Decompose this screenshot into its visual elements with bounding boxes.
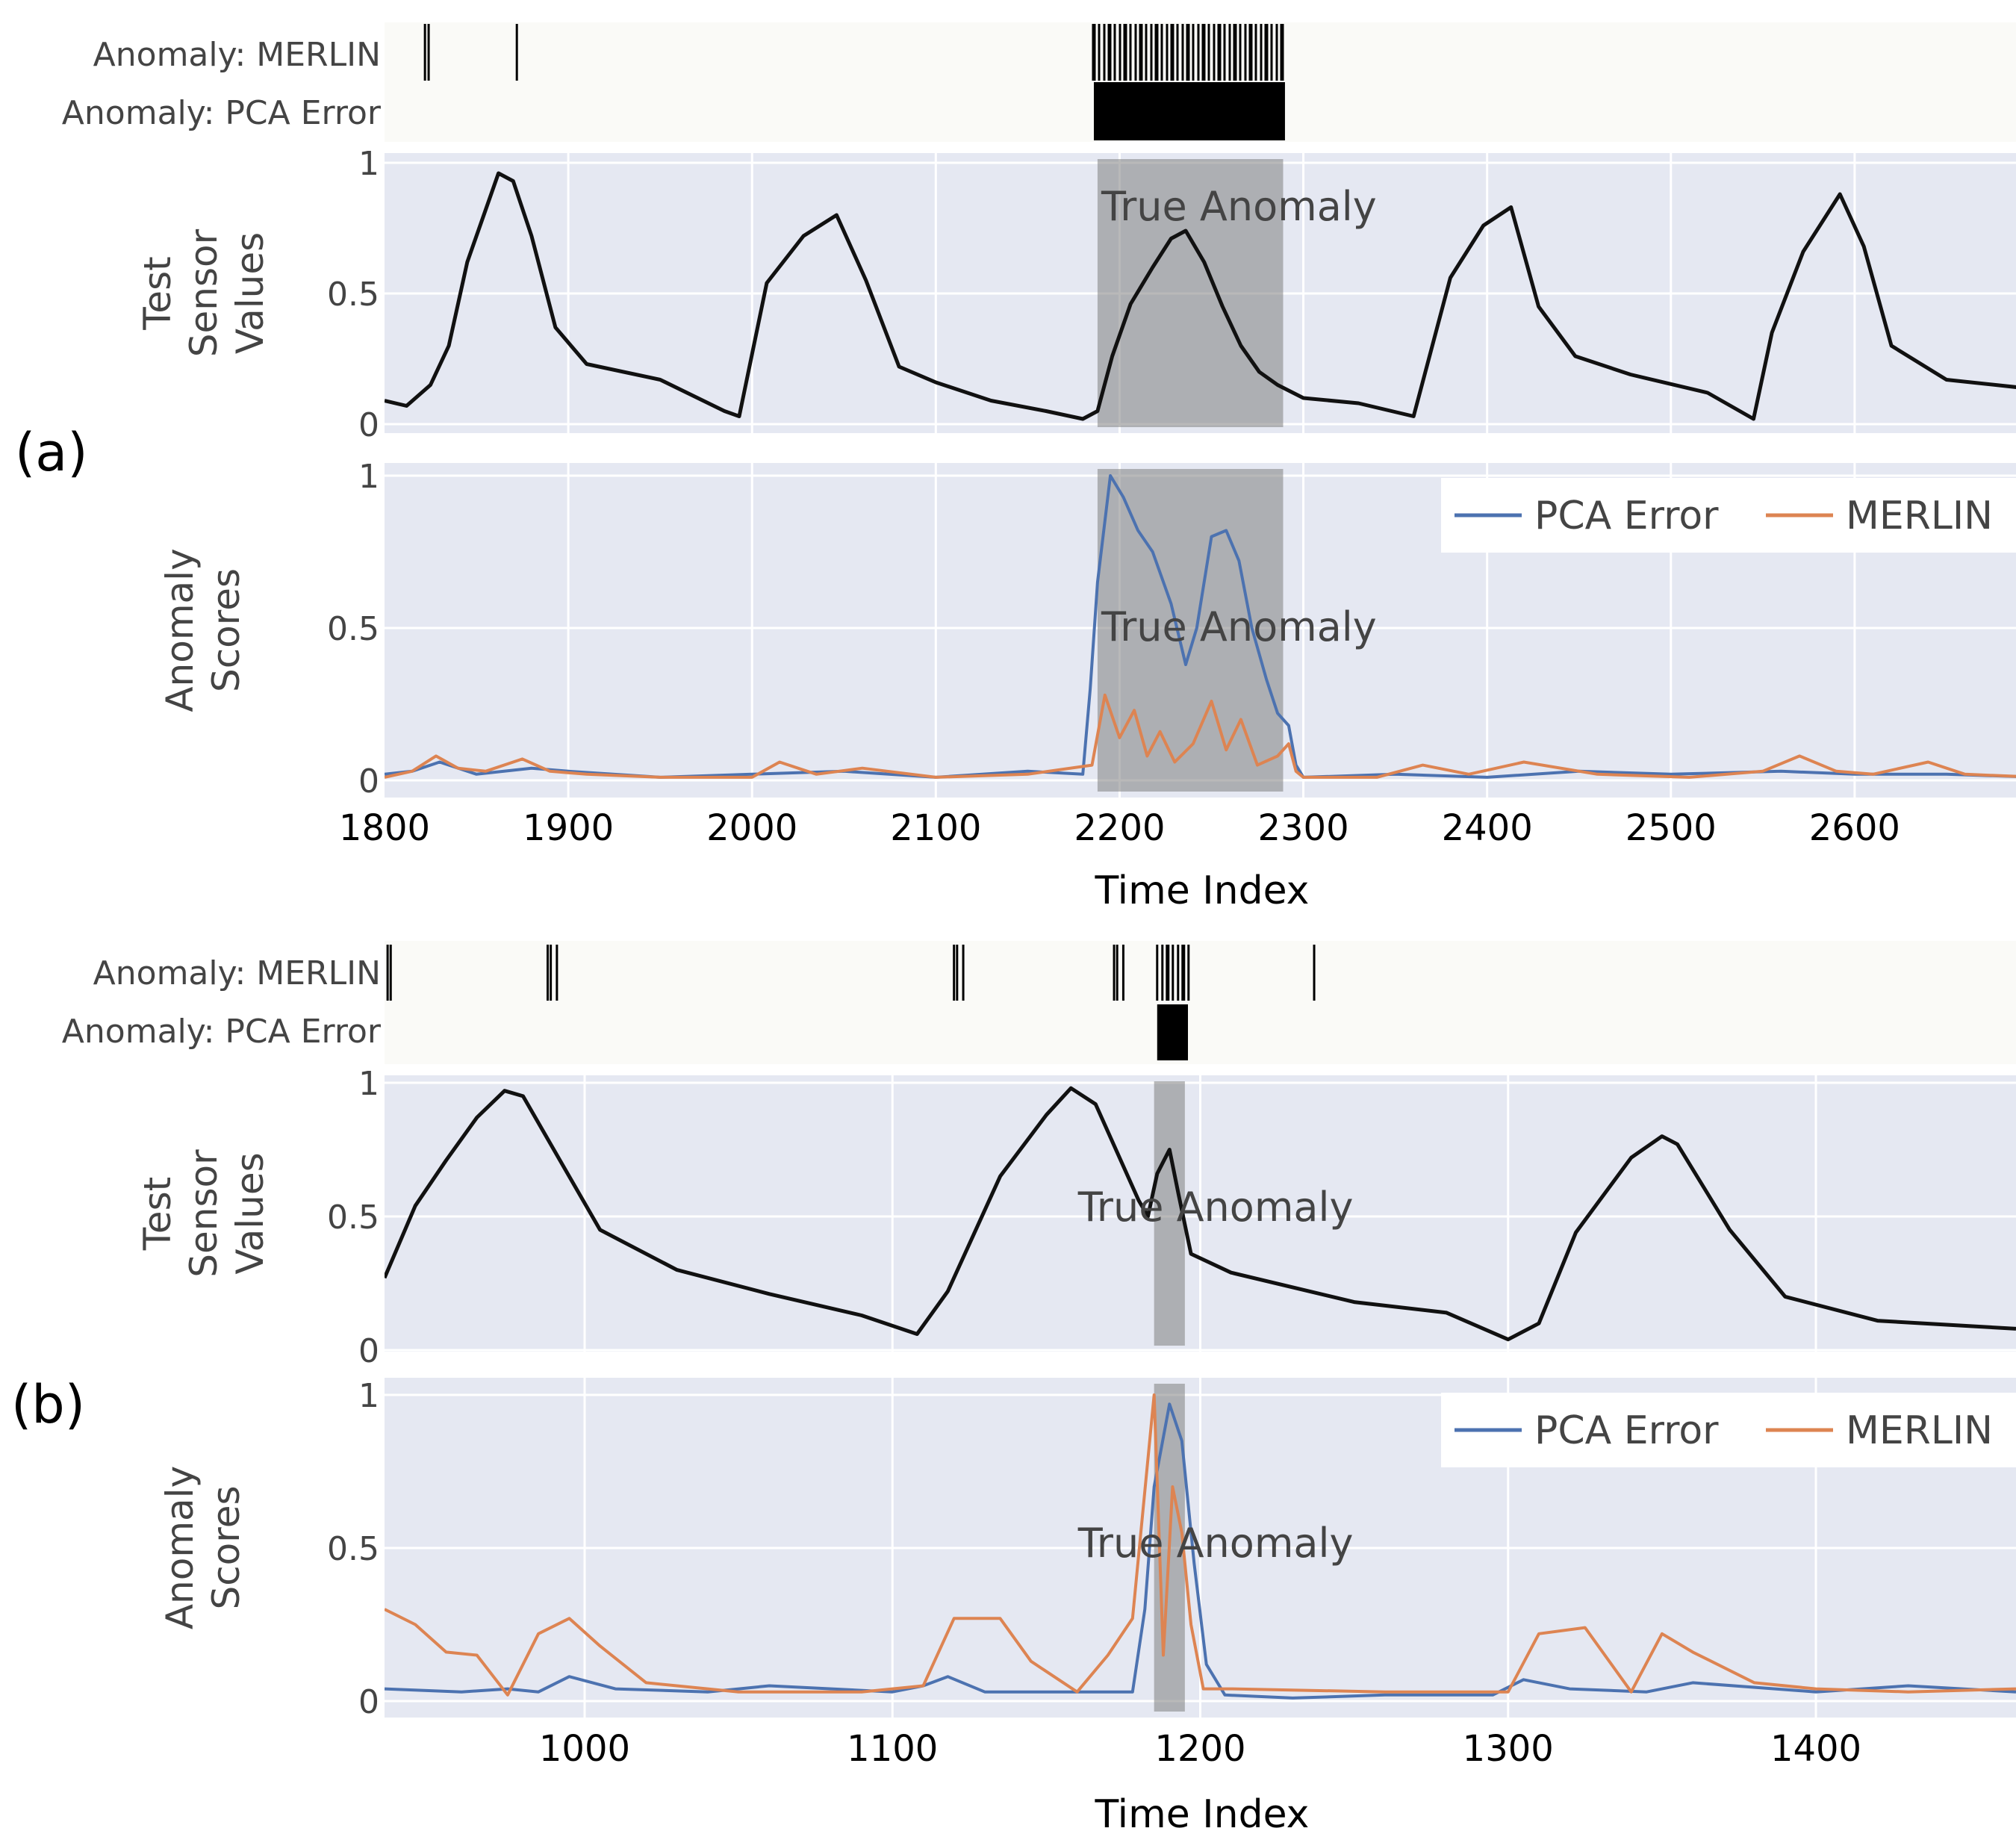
- x-tick-label: 1300: [1463, 1728, 1554, 1770]
- x-tick-label: 1100: [847, 1728, 938, 1770]
- x-tick-label: 2400: [1442, 807, 1533, 849]
- y-tick-label: 0: [358, 406, 379, 444]
- score-axis-title-line: Anomaly: [158, 1466, 202, 1629]
- x-tick-label: 1000: [539, 1728, 630, 1770]
- x-axis-title: Time Index: [1095, 1792, 1310, 1837]
- y-tick-label: 0.5: [327, 1199, 379, 1237]
- x-tick-label: 2600: [1809, 807, 1900, 849]
- merlin-line: [385, 1393, 2016, 1697]
- true-anomaly-shade: [1097, 159, 1284, 427]
- legend: PCA Error MERLIN: [1441, 1393, 2016, 1467]
- true-anomaly-annotation: True Anomaly: [1077, 1184, 1354, 1231]
- y-tick-label: 0: [358, 1332, 379, 1370]
- x-axis-title: Time Index: [1095, 868, 1310, 913]
- series-group: [385, 1393, 2016, 1700]
- score-axis-title-line: Anomaly: [158, 548, 202, 712]
- true-anomaly-shade: [1154, 1081, 1185, 1346]
- series-group: [385, 171, 2016, 421]
- x-tick-label: 1800: [339, 807, 430, 849]
- sensor-line: [385, 171, 2016, 421]
- sensor-axis-title-line: Test: [136, 256, 179, 330]
- true-anomaly-annotation: True Anomaly: [1101, 183, 1377, 230]
- legend: PCA Error MERLIN: [1441, 478, 2016, 553]
- x-tick-label: 2300: [1257, 807, 1348, 849]
- score-axis-title-line: Scores: [205, 1485, 248, 1609]
- pca-error-line: [385, 474, 2016, 779]
- rug-marks: [386, 945, 1316, 1060]
- sensor-axis-title: Test Sensor Values: [136, 1149, 272, 1278]
- sensor-subplot: 00.51: [327, 1065, 2016, 1370]
- legend-label-pca: PCA Error: [1534, 494, 1719, 538]
- x-tick-label: 2000: [706, 807, 797, 849]
- x-tick-label: 2100: [890, 807, 981, 849]
- score-axis-title: Anomaly Scores: [158, 1466, 248, 1629]
- rug-label-merlin: Anomaly: MERLIN: [93, 954, 381, 992]
- sensor-line: [385, 1086, 2016, 1342]
- sensor-axis-title-line: Values: [228, 1152, 272, 1274]
- rug-label-merlin: Anomaly: MERLIN: [93, 36, 381, 74]
- legend-label-merlin: MERLIN: [1846, 494, 1993, 538]
- sensor-axis-title-line: Values: [228, 232, 272, 354]
- y-tick-label: 0: [358, 762, 379, 801]
- panel-label: (b): [11, 1374, 85, 1435]
- legend-background: [1441, 478, 2016, 553]
- true-anomaly-annotation: True Anomaly: [1101, 603, 1377, 650]
- score-axis-title: Anomaly Scores: [158, 548, 248, 712]
- y-tick-label: 1: [358, 1065, 379, 1103]
- merlin-line: [385, 693, 2016, 779]
- y-tick-label: 1: [358, 1377, 379, 1415]
- true-anomaly-annotation: True Anomaly: [1077, 1520, 1354, 1567]
- score-axis-title-line: Scores: [205, 568, 248, 692]
- sensor-subplot: 00.51: [327, 145, 2016, 444]
- legend-label-pca: PCA Error: [1534, 1408, 1719, 1453]
- pca-detection-band: [1157, 1004, 1189, 1060]
- x-tick-label: 1400: [1770, 1728, 1861, 1770]
- x-tick-label: 1200: [1154, 1728, 1245, 1770]
- x-tick-label: 2200: [1074, 807, 1165, 849]
- series-group: [385, 1086, 2016, 1342]
- y-tick-label: 0.5: [327, 610, 379, 648]
- sensor-axis-title-line: Test: [136, 1177, 179, 1251]
- y-tick-label: 0.5: [327, 276, 379, 314]
- rug-label-pca: Anomaly: PCA Error: [62, 94, 382, 132]
- sensor-axis-title: Test Sensor Values: [136, 229, 272, 357]
- series-group: [385, 474, 2016, 779]
- rug-strip-background: [385, 941, 2016, 1064]
- sensor-axis-title-line: Sensor: [182, 229, 225, 357]
- y-tick-label: 0: [358, 1683, 379, 1721]
- panel-label: (a): [15, 422, 88, 483]
- legend-label-merlin: MERLIN: [1846, 1408, 1993, 1453]
- sensor-axis-title-line: Sensor: [182, 1149, 225, 1278]
- x-tick-label: 1900: [523, 807, 614, 849]
- rug-marks: [423, 24, 1285, 140]
- pca-error-line: [385, 1402, 2016, 1700]
- rug-label-pca: Anomaly: PCA Error: [62, 1013, 382, 1051]
- y-tick-label: 1: [358, 145, 379, 183]
- x-tick-label: 2500: [1625, 807, 1717, 849]
- pca-detection-band: [1093, 82, 1285, 140]
- legend-background: [1441, 1393, 2016, 1467]
- y-tick-label: 1: [358, 458, 379, 496]
- y-tick-label: 0.5: [327, 1530, 379, 1568]
